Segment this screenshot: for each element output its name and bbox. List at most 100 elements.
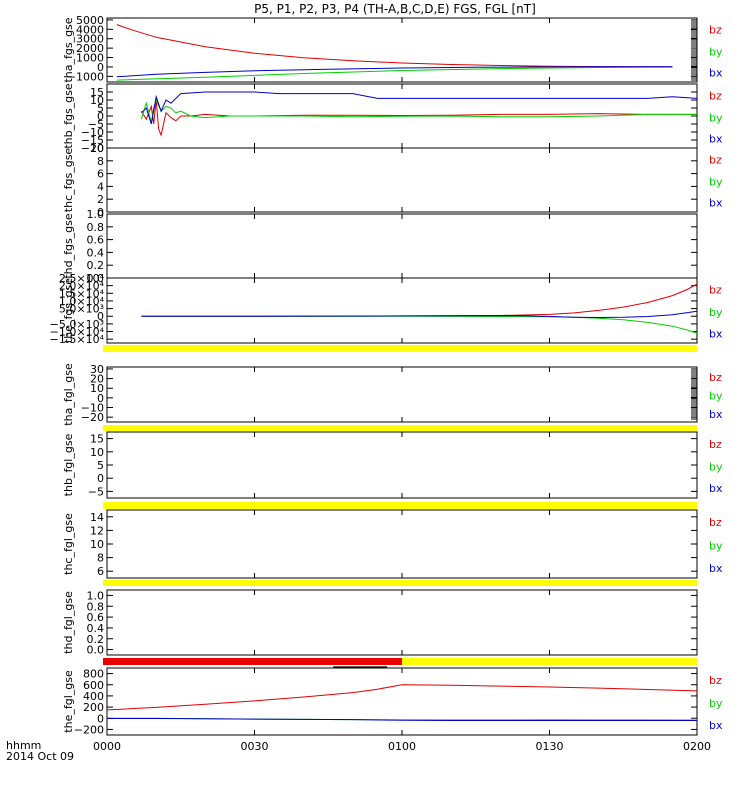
y-tick-label: −20	[81, 142, 104, 155]
y-tick-label: 0.8	[87, 221, 105, 234]
status-bar-red	[103, 658, 402, 665]
y-tick-label: 5.0×10³	[59, 303, 104, 316]
legend-bz: bz	[709, 90, 722, 103]
y-tick-label: 5	[97, 459, 104, 472]
y-axis-title: thb_fgl_gse	[62, 433, 75, 496]
legend-bz: bz	[709, 674, 722, 687]
y-tick-label: −10	[81, 402, 104, 415]
y-tick-label: 8	[97, 552, 104, 565]
status-bar-yellow	[402, 658, 697, 665]
legend-by: by	[709, 390, 723, 403]
panel-thd_fgl_gse: 1.00.80.60.40.20.0 thd_fgl_gse	[62, 580, 698, 657]
legend-bx: bx	[709, 327, 723, 340]
y-tick-label: 0	[97, 110, 104, 123]
y-axis-title: the_fgs_gse	[62, 278, 75, 343]
y-tick-label: 12	[90, 524, 104, 537]
y-axis-title: thc_fgs_gse	[62, 148, 75, 213]
y-tick-label: −1.5×10⁴	[50, 333, 105, 346]
legend-by: by	[709, 697, 723, 710]
y-tick-label: 10	[90, 382, 104, 395]
y-tick-label: 400	[83, 690, 104, 703]
y-tick-label: 15	[90, 86, 104, 99]
y-tick-label: 30	[90, 363, 104, 376]
y-tick-label: 14	[90, 511, 104, 524]
y-tick-label: −1.0×10⁴	[50, 326, 105, 339]
y-tick-label: 10	[90, 446, 104, 459]
panel-frame	[106, 509, 698, 579]
y-tick-label: 0.2	[87, 259, 105, 272]
y-tick-label: 0	[97, 392, 104, 405]
series-line-bx	[141, 310, 698, 319]
legend-bx: bx	[709, 482, 723, 495]
series-line-by	[116, 66, 673, 81]
y-tick-label: 0.8	[87, 600, 105, 613]
series-line-by	[140, 98, 697, 123]
y-tick-label: 0.4	[87, 622, 105, 635]
series-line-bz	[141, 283, 698, 317]
panel-thd_fgs_gse: 1.00.80.60.40.20.0 thd_fgs_gse	[62, 208, 698, 285]
panel-frame	[106, 277, 698, 344]
time-axis-label-top: hhmm	[6, 739, 41, 752]
y-tick-label: 1.5×10⁴	[59, 287, 105, 300]
series-line-bz	[116, 24, 673, 68]
y-tick-label: 2.0×10⁴	[59, 280, 105, 293]
y-tick-label: −5	[88, 118, 104, 131]
y-tick-label: 10	[90, 142, 104, 155]
legend-by: by	[709, 539, 723, 552]
series-line-bz	[140, 99, 697, 137]
legend-bz: bz	[709, 438, 722, 451]
legend-bx: bx	[709, 196, 723, 209]
legend-bx: bx	[709, 562, 723, 575]
y-tick-label: 0.6	[87, 611, 105, 624]
y-tick-label: 4	[97, 180, 104, 193]
status-bar-yellow	[103, 502, 697, 509]
panel-frame	[106, 589, 698, 656]
y-tick-label: 1.0×10⁴	[59, 295, 105, 308]
panel-frame	[106, 147, 698, 213]
y-axis-title: thd_fgl_gse	[62, 591, 75, 654]
legend-bz: bz	[709, 371, 722, 384]
y-axis-title: tha_fgl_gse	[62, 363, 75, 426]
y-tick-label: −200	[74, 723, 104, 736]
legend-bx: bx	[709, 719, 723, 732]
y-tick-label: −20	[81, 411, 104, 424]
series-line-bx	[141, 91, 698, 125]
y-tick-label: 200	[83, 701, 104, 714]
x-tick-label: 0030	[241, 740, 269, 753]
x-tick-label: 0200	[683, 740, 711, 753]
series-line-by	[141, 315, 698, 334]
y-tick-label: 2000	[76, 42, 104, 55]
y-tick-label: 0.6	[87, 234, 105, 247]
status-bar-yellow	[103, 345, 697, 352]
y-axis-title: thb_fgs_gse	[62, 83, 75, 149]
y-tick-label: 2.5×10⁴	[59, 272, 105, 285]
y-tick-label: 0.4	[87, 246, 105, 259]
y-tick-label: 800	[83, 668, 104, 681]
series-line-bx	[116, 66, 673, 78]
y-tick-label: 4000	[76, 23, 104, 36]
y-tick-label: 20	[90, 373, 104, 386]
legend-bx: bx	[709, 408, 723, 421]
panel-frame	[106, 213, 698, 279]
y-tick-label: 15	[90, 433, 104, 446]
y-tick-label: −15	[81, 134, 104, 147]
y-tick-label: −5	[88, 485, 104, 498]
panel-the_fgs_gse: 2.5×10⁴2.0×10⁴1.5×10⁴1.0×10⁴5.0×10³0−5.0…	[50, 272, 723, 346]
x-tick-label: 0100	[388, 740, 416, 753]
x-tick-label: 0130	[536, 740, 564, 753]
y-tick-label: 0	[97, 61, 104, 74]
y-tick-label: −5.0×10³	[50, 318, 104, 331]
panel-frame	[106, 667, 698, 736]
y-tick-label: 2	[97, 193, 104, 206]
y-tick-label: 600	[83, 679, 104, 692]
y-tick-label: −1000	[67, 70, 104, 83]
legend-bz: bz	[709, 516, 722, 529]
y-tick-label: 0	[97, 712, 104, 725]
